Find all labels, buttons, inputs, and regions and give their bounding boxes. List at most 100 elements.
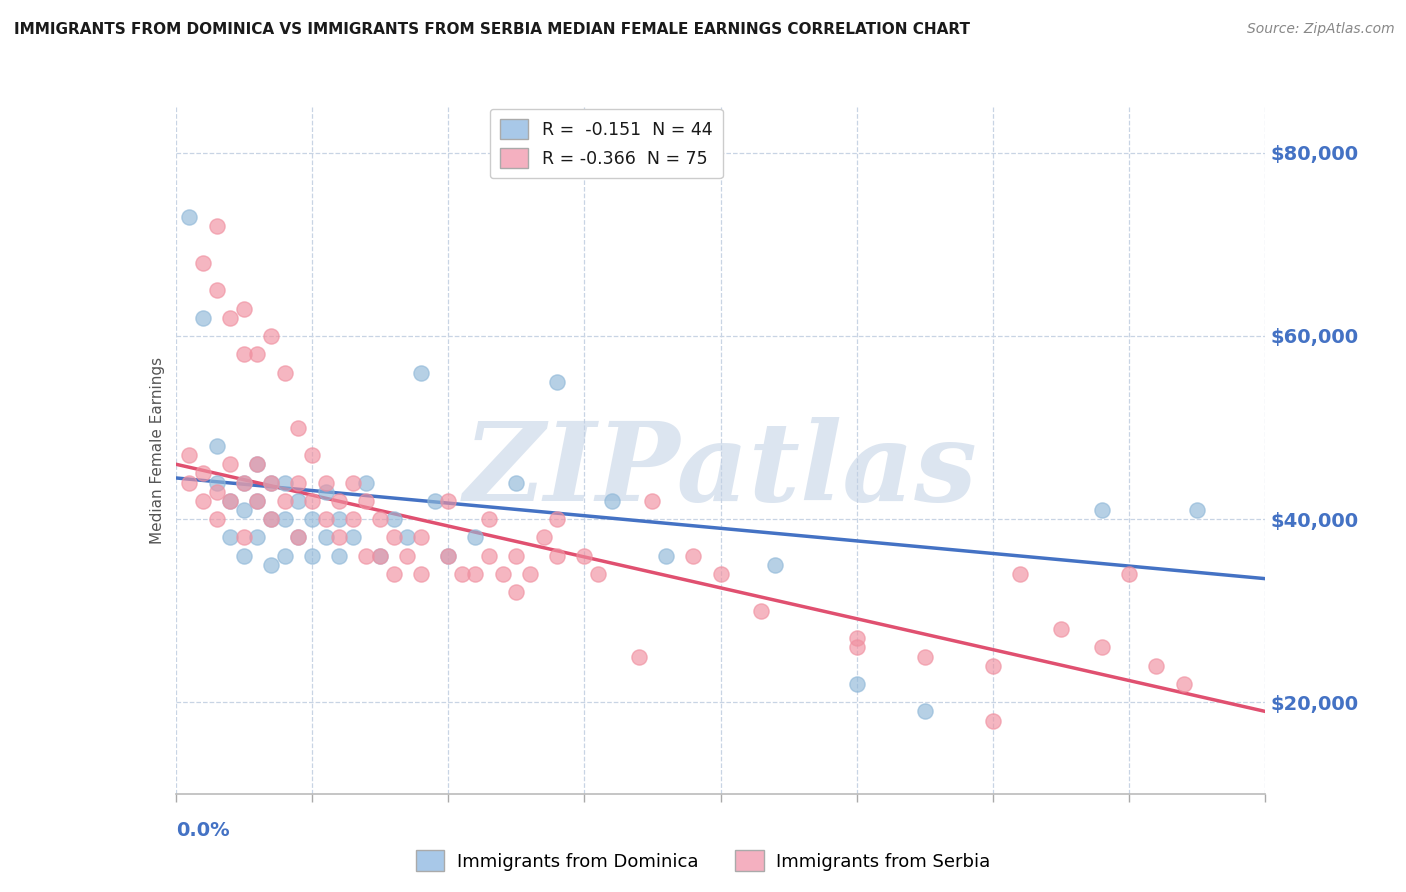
Point bbox=[260, 475, 283, 490]
Point bbox=[505, 549, 527, 563]
Point bbox=[382, 531, 405, 545]
Point bbox=[409, 531, 432, 545]
Point bbox=[232, 347, 254, 361]
Point bbox=[710, 567, 733, 582]
Point bbox=[1118, 567, 1140, 582]
Point bbox=[464, 531, 486, 545]
Point bbox=[356, 475, 378, 490]
Point bbox=[246, 493, 269, 508]
Point bbox=[845, 631, 868, 645]
Point bbox=[845, 677, 868, 691]
Point bbox=[274, 366, 297, 380]
Point bbox=[287, 475, 309, 490]
Point bbox=[1173, 677, 1195, 691]
Point bbox=[232, 503, 254, 517]
Point bbox=[232, 531, 254, 545]
Point bbox=[981, 714, 1004, 728]
Point bbox=[232, 475, 254, 490]
Point bbox=[328, 531, 350, 545]
Point bbox=[205, 439, 228, 453]
Text: IMMIGRANTS FROM DOMINICA VS IMMIGRANTS FROM SERBIA MEDIAN FEMALE EARNINGS CORREL: IMMIGRANTS FROM DOMINICA VS IMMIGRANTS F… bbox=[14, 22, 970, 37]
Point bbox=[219, 493, 242, 508]
Point bbox=[246, 493, 269, 508]
Y-axis label: Median Female Earnings: Median Female Earnings bbox=[149, 357, 165, 544]
Point bbox=[301, 512, 323, 526]
Point bbox=[423, 493, 446, 508]
Point bbox=[437, 493, 460, 508]
Legend: R =  -0.151  N = 44, R = -0.366  N = 75: R = -0.151 N = 44, R = -0.366 N = 75 bbox=[489, 109, 723, 178]
Point bbox=[450, 567, 472, 582]
Point bbox=[437, 549, 460, 563]
Point bbox=[505, 475, 527, 490]
Point bbox=[328, 493, 350, 508]
Point bbox=[1050, 622, 1073, 636]
Point bbox=[179, 448, 201, 462]
Point bbox=[627, 649, 650, 664]
Point bbox=[1144, 658, 1167, 673]
Point bbox=[301, 448, 323, 462]
Point bbox=[368, 549, 391, 563]
Point bbox=[751, 604, 773, 618]
Point bbox=[342, 475, 364, 490]
Point bbox=[315, 484, 337, 499]
Point bbox=[342, 512, 364, 526]
Point bbox=[287, 531, 309, 545]
Point bbox=[478, 512, 501, 526]
Point bbox=[368, 549, 391, 563]
Point bbox=[356, 493, 378, 508]
Point bbox=[205, 219, 228, 233]
Point bbox=[232, 549, 254, 563]
Point bbox=[1091, 503, 1114, 517]
Point bbox=[205, 484, 228, 499]
Point bbox=[1187, 503, 1209, 517]
Point bbox=[274, 475, 297, 490]
Point bbox=[763, 558, 786, 572]
Point bbox=[519, 567, 541, 582]
Point bbox=[914, 649, 936, 664]
Point bbox=[641, 493, 664, 508]
Point bbox=[191, 493, 214, 508]
Point bbox=[219, 310, 242, 325]
Point bbox=[191, 256, 214, 270]
Point bbox=[287, 420, 309, 434]
Point bbox=[396, 549, 419, 563]
Point bbox=[246, 457, 269, 471]
Point bbox=[328, 549, 350, 563]
Point bbox=[191, 310, 214, 325]
Point bbox=[315, 512, 337, 526]
Point bbox=[382, 567, 405, 582]
Point bbox=[409, 366, 432, 380]
Point bbox=[492, 567, 515, 582]
Point bbox=[219, 531, 242, 545]
Point bbox=[533, 531, 555, 545]
Text: 0.0%: 0.0% bbox=[176, 822, 229, 840]
Point bbox=[356, 549, 378, 563]
Point bbox=[179, 210, 201, 224]
Point bbox=[586, 567, 609, 582]
Point bbox=[246, 531, 269, 545]
Point bbox=[260, 512, 283, 526]
Point bbox=[546, 375, 568, 389]
Text: ZIPatlas: ZIPatlas bbox=[464, 417, 977, 524]
Point bbox=[274, 512, 297, 526]
Point bbox=[546, 512, 568, 526]
Point bbox=[191, 467, 214, 481]
Point bbox=[315, 475, 337, 490]
Point bbox=[301, 549, 323, 563]
Point bbox=[655, 549, 678, 563]
Point bbox=[205, 283, 228, 297]
Point bbox=[600, 493, 623, 508]
Point bbox=[478, 549, 501, 563]
Point bbox=[437, 549, 460, 563]
Point bbox=[232, 475, 254, 490]
Point bbox=[342, 531, 364, 545]
Point bbox=[246, 457, 269, 471]
Point bbox=[914, 705, 936, 719]
Text: Source: ZipAtlas.com: Source: ZipAtlas.com bbox=[1247, 22, 1395, 37]
Point bbox=[205, 512, 228, 526]
Point bbox=[219, 493, 242, 508]
Point bbox=[368, 512, 391, 526]
Point bbox=[287, 493, 309, 508]
Point bbox=[1010, 567, 1032, 582]
Point bbox=[328, 512, 350, 526]
